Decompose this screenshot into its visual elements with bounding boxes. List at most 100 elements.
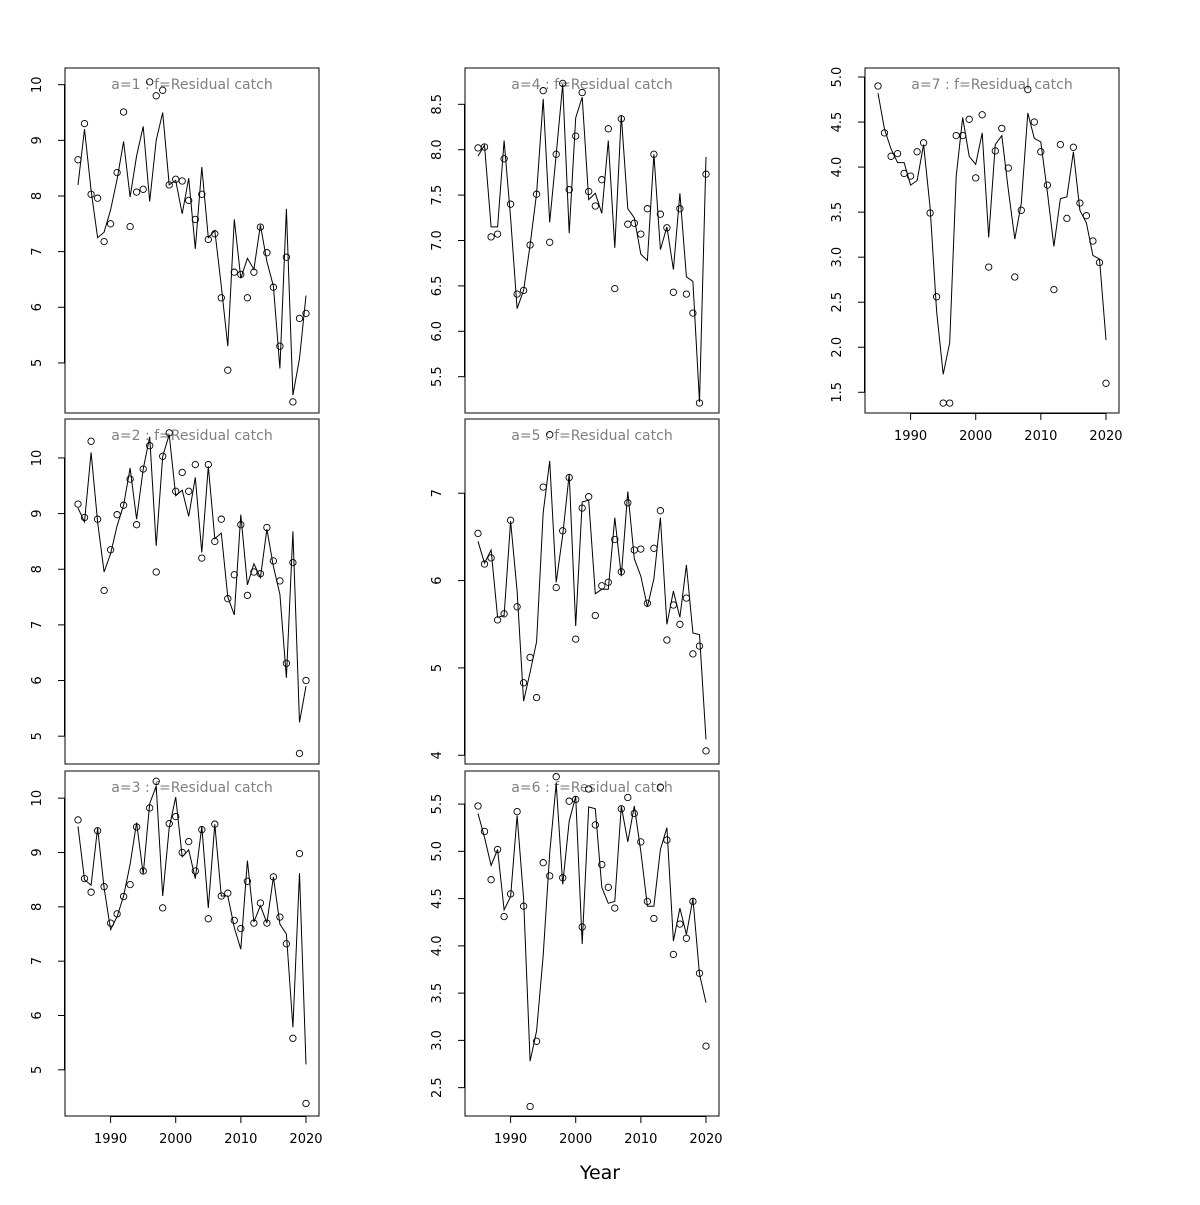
panel-6-y-axis: 2.5 3.0 3.5 4.0 4.5 5.0 5.5 xyxy=(430,794,465,1098)
observed-point xyxy=(939,399,947,407)
observed-point xyxy=(630,219,638,227)
observed-point xyxy=(965,115,973,123)
y-tick-label: 4 xyxy=(430,751,445,759)
observed-point xyxy=(119,501,128,509)
observed-point xyxy=(100,586,108,595)
y-tick-label: 4.0 xyxy=(830,157,845,178)
observed-point xyxy=(676,205,684,213)
observed-point xyxy=(650,544,658,552)
observed-point xyxy=(256,570,265,578)
observed-point xyxy=(552,150,560,158)
observed-point xyxy=(539,859,547,867)
y-tick-label: 7 xyxy=(30,621,45,629)
observed-point xyxy=(604,125,612,133)
observed-point xyxy=(198,826,206,834)
observed-point xyxy=(276,577,284,585)
observed-point xyxy=(185,487,193,495)
observed-point xyxy=(93,515,102,523)
panel-1: a=1 : f=Residual catch 5 6 7 8 9 10 xyxy=(30,67,320,414)
observed-point xyxy=(237,924,245,933)
observed-point xyxy=(919,139,928,147)
observed-point xyxy=(624,499,632,507)
y-tick-label: 6.0 xyxy=(430,321,445,342)
observed-point xyxy=(172,812,180,821)
observed-point xyxy=(539,87,547,95)
panel-2-frame xyxy=(64,418,320,765)
x-tick-label: 2010 xyxy=(224,1132,257,1147)
observed-point xyxy=(191,460,199,469)
panel-4-observed-points xyxy=(474,79,710,407)
observed-point xyxy=(159,86,167,94)
observed-point xyxy=(874,82,882,90)
observed-point xyxy=(643,599,652,607)
observed-point xyxy=(695,969,704,977)
y-tick-label: 10 xyxy=(30,450,45,467)
x-tick-label: 2020 xyxy=(289,1132,322,1147)
x-tick-label: 2010 xyxy=(624,1132,657,1147)
panel-1-y-axis: 5 6 7 8 9 10 xyxy=(30,76,65,367)
observed-point xyxy=(106,546,115,554)
observed-point xyxy=(113,910,121,918)
observed-point xyxy=(159,452,167,460)
observed-point xyxy=(513,603,521,611)
observed-point xyxy=(559,527,567,535)
observed-point xyxy=(689,650,697,658)
observed-point xyxy=(643,897,652,906)
panel-7: a=7 : f=Residual catch 1.5 2.0 2.5 3.0 3.5 4.0… xyxy=(830,67,1123,444)
observed-point xyxy=(978,111,986,119)
x-tick-label: 2020 xyxy=(689,1132,722,1147)
observed-point xyxy=(230,268,238,276)
observed-point xyxy=(80,513,89,522)
y-tick-label: 7 xyxy=(30,957,45,965)
observed-point xyxy=(591,202,599,210)
observed-point xyxy=(985,263,993,271)
y-tick-label: 6 xyxy=(30,303,45,311)
x-tick-label: 2020 xyxy=(1089,429,1122,444)
observed-point xyxy=(532,1037,541,1045)
observed-point xyxy=(572,795,580,804)
observed-point xyxy=(1043,181,1052,189)
observed-point xyxy=(578,504,586,512)
observed-point xyxy=(663,836,671,844)
observed-point xyxy=(1030,118,1038,126)
observed-point xyxy=(493,616,502,624)
observed-point xyxy=(295,849,304,858)
panel-7-y-axis: 1.5 2.0 2.5 3.0 3.5 4.0 4.5 5.0 xyxy=(830,67,865,403)
observed-point xyxy=(500,155,508,163)
observed-point xyxy=(269,873,278,881)
observed-point xyxy=(519,902,528,910)
y-tick-label: 9 xyxy=(30,848,45,856)
observed-point xyxy=(152,777,160,785)
observed-point xyxy=(256,223,265,231)
y-tick-label: 3.5 xyxy=(430,983,445,1004)
observed-point xyxy=(552,583,560,592)
observed-point xyxy=(263,523,271,532)
observed-point xyxy=(546,872,554,880)
y-tick-label: 8 xyxy=(30,192,45,200)
observed-point xyxy=(998,124,1006,133)
x-tick-label: 2000 xyxy=(959,429,992,444)
y-tick-label: 5 xyxy=(30,732,45,740)
observed-point xyxy=(74,816,82,824)
panel-3-x-axis: 1990 2000 2010 2020 xyxy=(94,1116,323,1147)
y-tick-label: 6 xyxy=(30,676,45,684)
observed-point xyxy=(513,807,521,816)
observed-point xyxy=(159,904,167,912)
panel-4-fitted-line xyxy=(477,84,707,403)
panel-7-fitted-line xyxy=(877,93,1107,375)
panel-5-observed-points xyxy=(474,431,710,755)
y-tick-label: 5 xyxy=(30,1066,45,1074)
observed-point xyxy=(237,521,245,529)
observed-point xyxy=(191,215,199,224)
observed-point xyxy=(617,805,625,813)
observed-point xyxy=(1024,85,1032,94)
observed-point xyxy=(126,880,134,889)
x-tick-label: 1990 xyxy=(894,429,927,444)
observed-point xyxy=(217,515,225,523)
observed-point xyxy=(669,288,678,296)
observed-point xyxy=(204,915,212,923)
observed-point xyxy=(617,115,625,123)
observed-point xyxy=(80,874,89,883)
